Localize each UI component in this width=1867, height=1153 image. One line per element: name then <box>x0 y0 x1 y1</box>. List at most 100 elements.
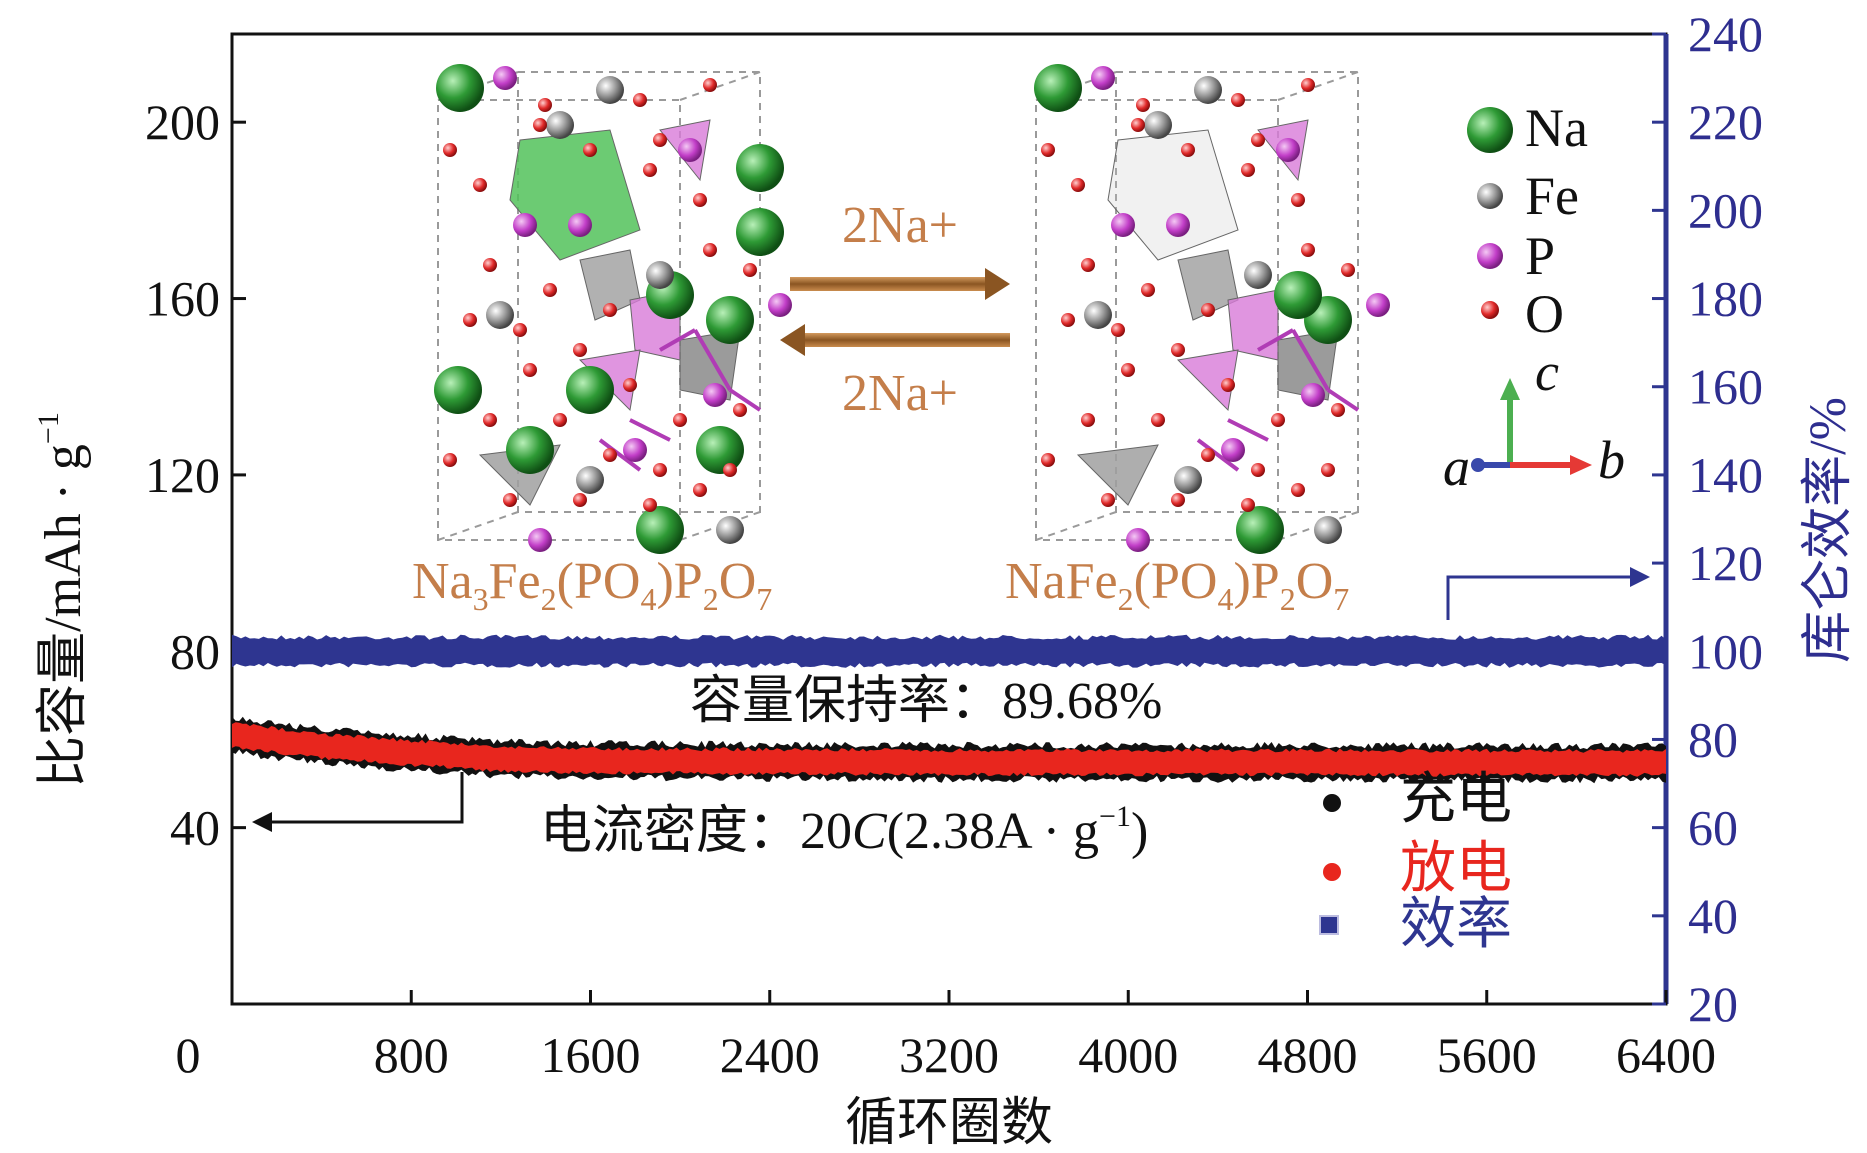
atom-p <box>1111 213 1135 237</box>
c-axis-label: c <box>1535 342 1559 402</box>
atom-fe <box>1314 516 1342 544</box>
y2-tick-label: 40 <box>1688 888 1738 944</box>
y2-tick-label: 180 <box>1688 271 1763 327</box>
atom-fe <box>596 76 624 104</box>
atom-p <box>678 138 702 162</box>
y2-ticks: 20 40 60 80 100 120 140 160 180 200 220 240 <box>1652 6 1763 1032</box>
crystal-structure-right <box>1034 64 1390 554</box>
polyhedron <box>1176 349 1239 412</box>
atom-o <box>1251 133 1265 147</box>
atom-p <box>528 528 552 552</box>
atom-o <box>1291 193 1305 207</box>
atom-o <box>1041 143 1055 157</box>
atom-o <box>443 453 457 467</box>
polyhedron <box>1076 444 1159 506</box>
atom-o <box>443 143 457 157</box>
unit-cell-edge <box>679 71 761 101</box>
atom-fe <box>716 516 744 544</box>
atom-o <box>623 378 637 392</box>
legend: 充电 放电 效率 <box>1319 769 1512 956</box>
current-density-annotation: 电流密度：20C(2.38A · g−1) <box>540 800 1148 860</box>
atom-o <box>633 93 647 107</box>
atom-o <box>733 403 747 417</box>
atom-o <box>1201 303 1215 317</box>
atom-na <box>736 144 784 192</box>
atom-na <box>434 366 482 414</box>
legend-label-charge: 充电 <box>1400 769 1512 831</box>
formula-right-fe-sub: 2 <box>1118 581 1134 617</box>
bond <box>1257 328 1294 352</box>
atom-o <box>483 258 497 272</box>
y-tick-label: 40 <box>170 800 220 856</box>
polyhedron <box>1227 289 1279 361</box>
legend-label-efficiency: 效率 <box>1400 894 1512 956</box>
element-p-marker <box>1477 243 1503 269</box>
atom-o <box>1041 453 1055 467</box>
atom-fe <box>486 301 514 329</box>
formula-right-po: (PO <box>1134 553 1218 610</box>
atom-o <box>503 493 517 507</box>
atom-o <box>1241 498 1255 512</box>
bond <box>693 328 732 392</box>
bond <box>1227 418 1269 442</box>
atom-fe <box>546 111 574 139</box>
legend-marker-efficiency <box>1319 915 1339 935</box>
b-axis-label: b <box>1598 430 1625 490</box>
crystal-axes: c b a <box>1443 342 1625 497</box>
atom-o <box>523 363 537 377</box>
element-legend: Na Fe P O <box>1467 98 1588 344</box>
atom-o <box>603 448 617 462</box>
atom-o <box>1121 363 1135 377</box>
current-density-paren: (2.38A · g <box>887 803 1099 860</box>
atom-fe <box>1144 111 1172 139</box>
formula-right-o-sub: 7 <box>1333 581 1349 617</box>
formula-right-p: )P <box>1233 553 1279 610</box>
atom-o <box>1061 313 1075 327</box>
c-axis-head <box>1500 378 1520 400</box>
y-tick-label: 160 <box>145 271 220 327</box>
backward-arrow-head <box>780 324 805 356</box>
element-p-label: P <box>1525 226 1555 286</box>
a-axis-label: a <box>1443 437 1470 497</box>
y2-tick-label: 100 <box>1688 623 1763 679</box>
atom-na <box>506 426 554 474</box>
atom-p <box>623 438 647 462</box>
element-fe-label: Fe <box>1525 166 1579 226</box>
atom-o <box>553 413 567 427</box>
x-tick-label: 1600 <box>541 1027 641 1083</box>
forward-arrow-shaft <box>790 277 990 291</box>
x-tick-label: 0 <box>176 1027 201 1083</box>
current-density-c: C <box>852 803 888 860</box>
bond <box>629 418 671 442</box>
x-ticks: 0 800 1600 2400 3200 4000 4800 5600 6400 <box>176 990 1716 1083</box>
atom-o <box>463 313 477 327</box>
atom-o <box>1201 448 1215 462</box>
atom-o <box>693 193 707 207</box>
atom-p <box>1366 293 1390 317</box>
legend-marker-discharge <box>1323 863 1341 881</box>
plot-frame <box>230 32 1668 1006</box>
y-axis-title: 比容量/mAh · g−1 <box>32 412 92 788</box>
polyhedron <box>509 129 641 261</box>
atom-p <box>513 213 537 237</box>
atom-o <box>1271 413 1285 427</box>
unit-cell-edge <box>1277 71 1359 101</box>
svg-text:比容量/mAh · g−1: 比容量/mAh · g−1 <box>32 412 92 788</box>
x-tick-label: 3200 <box>899 1027 999 1083</box>
atom-o <box>743 263 757 277</box>
atom-o <box>643 163 657 177</box>
atom-p <box>568 213 592 237</box>
atom-o <box>573 493 587 507</box>
formula-left-na-sub: 3 <box>473 581 489 617</box>
y-axis-title-main: 比容量/mAh · g <box>35 444 92 788</box>
right-axis-indicator <box>1446 567 1650 620</box>
atom-p <box>1091 66 1115 90</box>
formula-right-nafe: NaFe <box>1005 553 1118 610</box>
forward-arrow-head <box>985 268 1010 300</box>
current-density-label: 电流密度： <box>540 803 800 860</box>
formula-right-o: O <box>1296 553 1334 610</box>
atom-o <box>1141 283 1155 297</box>
atom-na <box>636 506 684 554</box>
atom-o <box>1151 413 1165 427</box>
